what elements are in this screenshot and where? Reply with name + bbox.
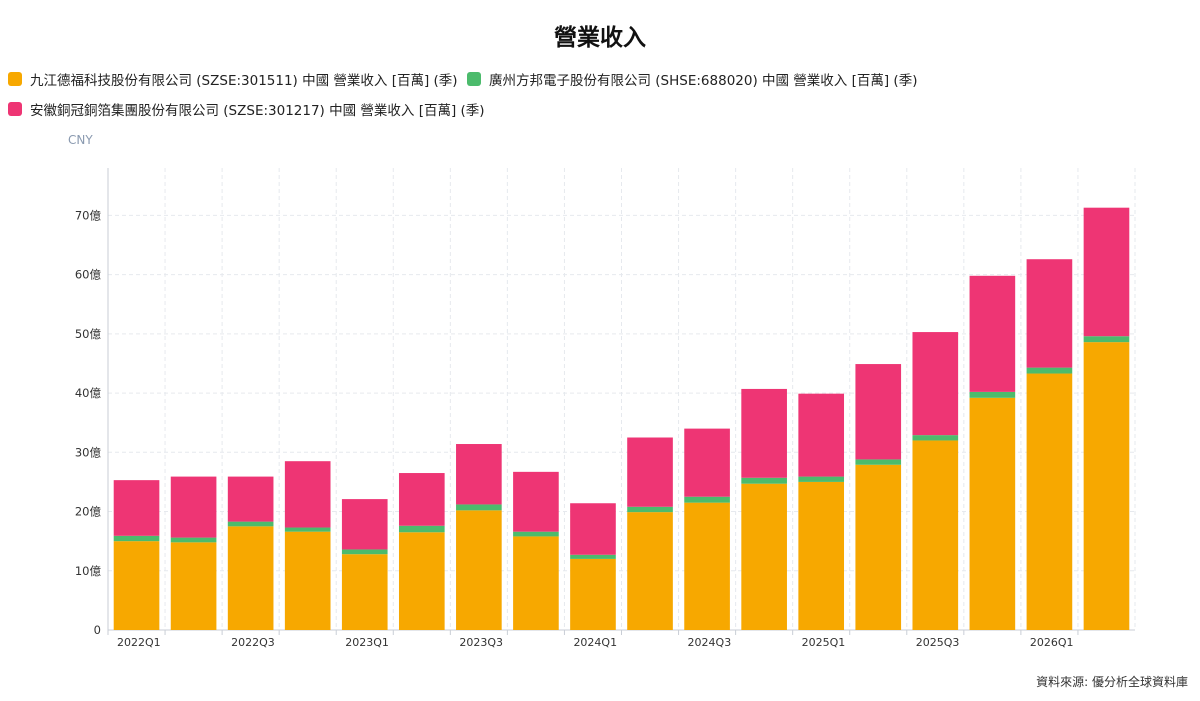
legend-label-fbdz: 廣州方邦電子股份有限公司 (SHSE:688020) 中國 營業收入 [百萬] …	[489, 73, 918, 89]
bar-segment-series2-2026Q1	[1026, 259, 1073, 368]
bar-segment-series0-2024Q1	[570, 558, 616, 630]
y-tick-label: 20億	[75, 505, 102, 519]
bar-segment-series2-2022Q3	[227, 476, 274, 522]
y-tick-label: 0	[94, 623, 101, 637]
bar-segment-series0-2026Q1	[1026, 373, 1073, 630]
y-tick-label: 10億	[75, 564, 102, 578]
bar-segment-series0-2025Q1	[798, 481, 845, 630]
bar-segment-series1-2026Q2	[1083, 336, 1130, 343]
bar-segment-series2-2023Q1	[341, 499, 388, 550]
bar-segment-series1-2025Q3	[912, 435, 959, 441]
bar-segment-series0-2024Q3	[684, 502, 730, 630]
bar-segment-series1-2024Q4	[741, 477, 787, 484]
bar-segment-series1-2023Q1	[341, 549, 388, 555]
legend-swatch-tgtb	[8, 102, 22, 116]
bar-segment-series1-2023Q4	[513, 531, 559, 537]
bar-segment-series2-2024Q1	[570, 503, 616, 555]
y-tick-label: 50億	[75, 327, 102, 341]
bar-segment-series1-2024Q1	[570, 554, 616, 559]
bar-segment-series2-2022Q2	[170, 476, 217, 538]
bar-segment-series1-2022Q1	[113, 535, 160, 542]
bar-segment-series1-2024Q3	[684, 496, 730, 503]
x-tick-label: 2025Q1	[802, 636, 846, 649]
bar-segment-series0-2025Q4	[969, 397, 1016, 630]
legend-item-dfkj[interactable]: 九江德福科技股份有限公司 (SZSE:301511) 中國 營業收入 [百萬] …	[8, 69, 458, 89]
bar-segment-series2-2023Q4	[513, 471, 559, 532]
y-tick-label: 60億	[75, 268, 102, 282]
legend-swatch-dfkj	[8, 72, 22, 86]
x-tick-label: 2022Q3	[231, 636, 275, 649]
x-tick-label: 2023Q3	[459, 636, 503, 649]
bar-segment-series1-2026Q1	[1026, 367, 1073, 374]
bar-segment-series0-2025Q2	[855, 464, 902, 630]
x-tick-label: 2024Q1	[573, 636, 617, 649]
bar-segment-series0-2024Q4	[741, 483, 787, 630]
y-tick-label: 30億	[75, 445, 102, 459]
bar-segment-series1-2025Q2	[855, 459, 902, 465]
chart-title: 營業收入	[554, 25, 646, 51]
bar-segment-series2-2022Q4	[284, 461, 331, 528]
data-source-note: 資料來源: 優分析全球資料庫	[1036, 675, 1188, 689]
bar-segment-series0-2023Q1	[341, 554, 388, 630]
bar-segment-series1-2022Q3	[227, 521, 274, 527]
x-tick-label: 2024Q3	[688, 636, 732, 649]
x-tick-label: 2025Q3	[916, 636, 960, 649]
bar-segment-series0-2023Q3	[456, 510, 502, 630]
bar-segment-series2-2026Q2	[1083, 207, 1130, 337]
bar-segment-series1-2024Q2	[627, 506, 673, 513]
legend-label-dfkj: 九江德福科技股份有限公司 (SZSE:301511) 中國 營業收入 [百萬] …	[30, 73, 458, 89]
legend-item-fbdz[interactable]: 廣州方邦電子股份有限公司 (SHSE:688020) 中國 營業收入 [百萬] …	[467, 69, 917, 89]
bar-segment-series1-2022Q4	[284, 527, 331, 532]
bar-segment-series1-2025Q4	[969, 391, 1016, 398]
bar-segment-series2-2025Q1	[798, 393, 845, 477]
bar-segment-series0-2022Q2	[170, 542, 217, 630]
bar-segment-series0-2026Q2	[1083, 342, 1130, 630]
bar-segment-series2-2024Q2	[627, 437, 673, 507]
legend-item-tgtb[interactable]: 安徽銅冠銅箔集團股份有限公司 (SZSE:301217) 中國 營業收入 [百萬…	[8, 99, 485, 119]
x-tick-label: 2026Q1	[1030, 636, 1074, 649]
bar-segment-series0-2023Q4	[513, 536, 559, 630]
legend-label-tgtb: 安徽銅冠銅箔集團股份有限公司 (SZSE:301217) 中國 營業收入 [百萬…	[30, 103, 485, 119]
bar-segment-series2-2025Q3	[912, 332, 959, 436]
bar-segment-series2-2024Q4	[741, 388, 787, 478]
bar-segment-series0-2022Q3	[227, 526, 274, 630]
bar-segment-series2-2025Q4	[969, 275, 1016, 392]
bar-segment-series0-2023Q2	[398, 532, 445, 630]
bar-segment-series0-2025Q3	[912, 440, 959, 630]
x-tick-label: 2022Q1	[117, 636, 161, 649]
bar-segment-series1-2025Q1	[798, 476, 845, 482]
y-unit-label: CNY	[68, 133, 93, 147]
bar-segment-series2-2023Q3	[456, 444, 502, 505]
bar-segment-series1-2023Q2	[398, 525, 445, 533]
bar-segment-series1-2023Q3	[456, 504, 502, 511]
bar-segment-series2-2024Q3	[684, 428, 730, 497]
bar-segment-series0-2022Q4	[284, 531, 331, 630]
bar-segment-series1-2022Q2	[170, 537, 217, 543]
bar-segment-series2-2025Q2	[855, 364, 902, 460]
x-tick-label: 2023Q1	[345, 636, 389, 649]
bar-segment-series0-2022Q1	[113, 541, 160, 630]
bar-segment-series2-2023Q2	[398, 473, 445, 526]
y-tick-label: 40億	[75, 386, 102, 400]
bar-segment-series0-2024Q2	[627, 512, 673, 630]
bar-segment-series2-2022Q1	[113, 480, 160, 536]
legend-swatch-fbdz	[467, 72, 481, 86]
y-tick-label: 70億	[75, 208, 102, 222]
